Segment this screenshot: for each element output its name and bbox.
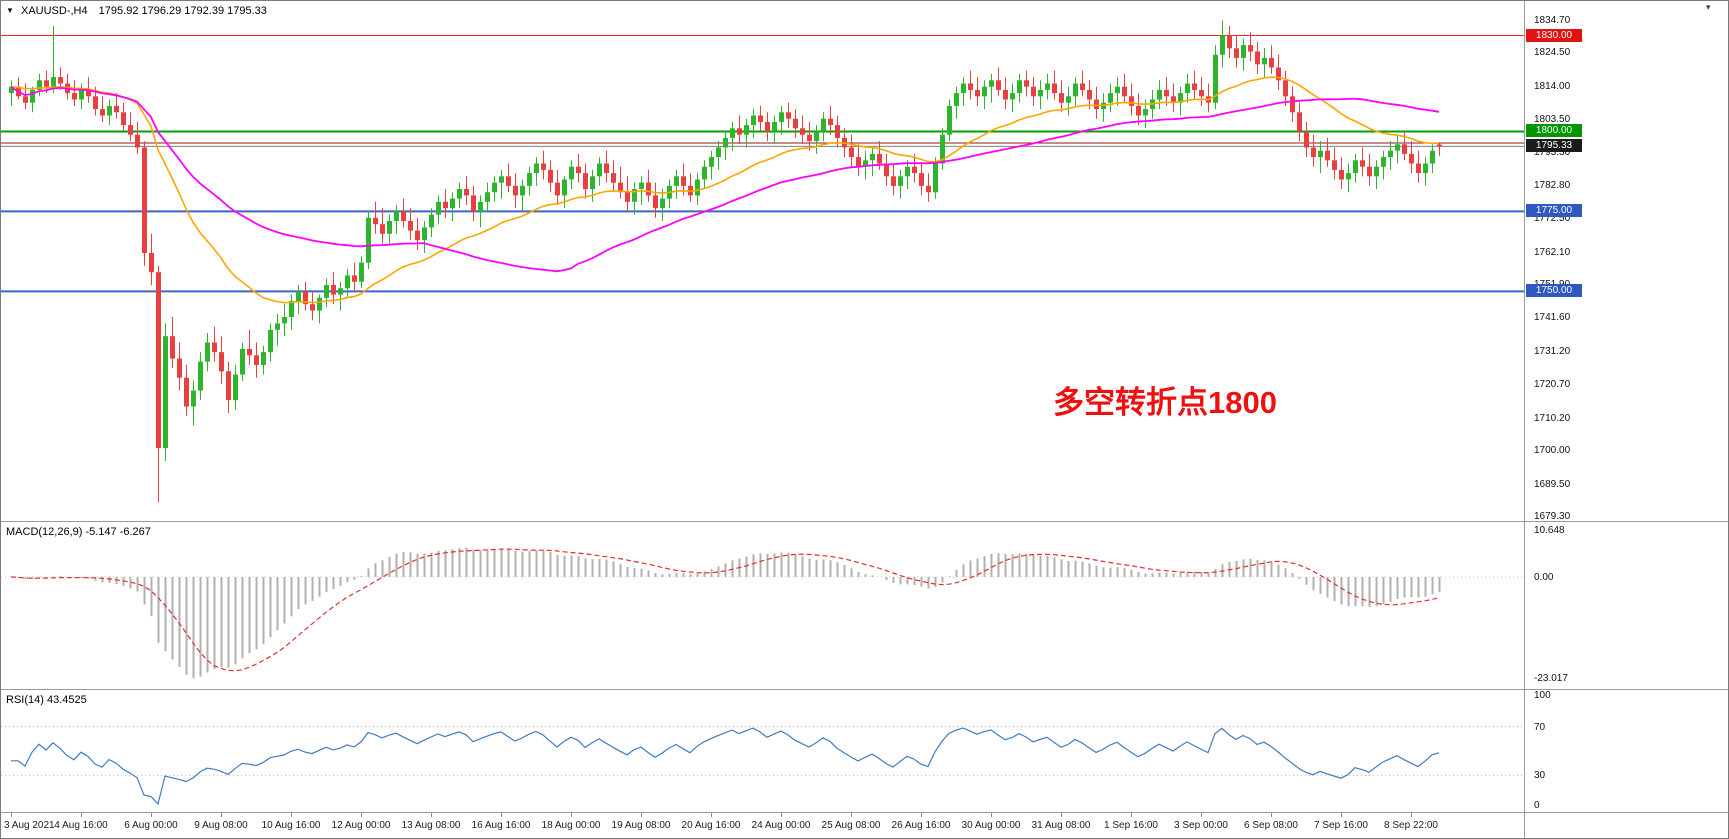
rsi-tick-label: 100 xyxy=(1534,690,1551,701)
price-tick-label: 1824.50 xyxy=(1534,47,1571,58)
price-tick-label: 1762.10 xyxy=(1534,247,1571,258)
rsi-tick-label: 0 xyxy=(1534,800,1540,811)
time-axis-label: 12 Aug 00:00 xyxy=(331,820,391,831)
time-axis-label: 9 Aug 08:00 xyxy=(194,820,248,831)
rsi-tick-label: 70 xyxy=(1534,722,1546,733)
symbol-timeframe-label: XAUUSD-,H4 xyxy=(20,5,88,17)
time-tick xyxy=(11,813,12,817)
time-axis-label: 19 Aug 08:00 xyxy=(611,820,671,831)
price-line-badge: 1800.00 xyxy=(1526,124,1582,137)
time-axis-label: 25 Aug 08:00 xyxy=(821,820,881,831)
price-tick-label: 1700.00 xyxy=(1534,445,1571,456)
time-axis-label: 4 Aug 16:00 xyxy=(54,820,108,831)
macd-tick-label: -23.017 xyxy=(1534,673,1568,684)
macd-tick-label: 10.648 xyxy=(1534,525,1565,536)
macd-panel[interactable]: 10.648 0.00 -23.017 MACD(12,26,9) -5.147 -… xyxy=(1,522,1728,690)
time-tick xyxy=(431,813,432,817)
price-tick-label: 1689.50 xyxy=(1534,479,1571,490)
main-price-axis[interactable]: 1834.70 1824.50 1814.00 1803.50 1793.30 1782.… xyxy=(1524,1,1728,522)
chart-annotation-text[interactable]: 多空转折点1800 xyxy=(1053,385,1277,420)
main-chart-plot[interactable] xyxy=(1,1,1524,521)
rsi-plot[interactable] xyxy=(1,690,1524,812)
time-axis-label: 16 Aug 16:00 xyxy=(471,820,531,831)
time-tick xyxy=(151,813,152,817)
time-axis-label: 26 Aug 16:00 xyxy=(891,820,951,831)
rsi-value-axis[interactable]: 100 70 30 0 xyxy=(1524,690,1728,812)
price-tick-label: 1814.00 xyxy=(1534,81,1571,92)
time-tick xyxy=(1341,813,1342,817)
price-tick-label: 1772.50 xyxy=(1534,213,1571,224)
current-price-badge: 1795.33 xyxy=(1526,139,1582,152)
macd-value-axis[interactable]: 10.648 0.00 -23.017 xyxy=(1524,522,1728,689)
time-axis-label: 3 Sep 00:00 xyxy=(1174,820,1228,831)
time-tick xyxy=(641,813,642,817)
time-axis-label: 20 Aug 16:00 xyxy=(681,820,741,831)
time-axis-corner xyxy=(1524,813,1728,838)
main-chart-panel[interactable]: 1834.70 1824.50 1814.00 1803.50 1793.30 1782.… xyxy=(1,1,1728,522)
price-tick-label: 1834.70 xyxy=(1534,15,1571,26)
time-tick xyxy=(991,813,992,817)
time-axis-label: 1 Sep 16:00 xyxy=(1104,820,1158,831)
macd-tick-label: 0.00 xyxy=(1534,572,1554,583)
time-tick xyxy=(571,813,572,817)
time-tick xyxy=(221,813,222,817)
time-tick xyxy=(291,813,292,817)
symbol-marker-icon: ▼ xyxy=(6,6,14,15)
time-tick xyxy=(1201,813,1202,817)
time-axis-label: 6 Aug 00:00 xyxy=(124,820,178,831)
price-tick-label: 1720.70 xyxy=(1534,379,1571,390)
time-tick xyxy=(1061,813,1062,817)
time-axis[interactable]: 3 Aug 2021 4 Aug 16:00 6 Aug 00:00 9 Aug 08… xyxy=(1,813,1728,838)
rsi-label: RSI(14) 43.4525 xyxy=(6,694,87,706)
price-tick-label: 1731.20 xyxy=(1534,346,1571,357)
macd-histogram xyxy=(17,547,1441,679)
rsi-panel[interactable]: 100 70 30 0 RSI(14) 43.4525 xyxy=(1,690,1728,813)
ohlc-readout: 1795.92 1796.29 1792.39 1795.33 xyxy=(98,5,267,17)
time-axis-label: 24 Aug 00:00 xyxy=(751,820,811,831)
price-line-badge: 1775.00 xyxy=(1526,204,1582,217)
chart-shift-marker-icon: ▾ xyxy=(1706,2,1711,12)
price-line-badge: 1830.00 xyxy=(1526,29,1582,42)
time-tick xyxy=(361,813,362,817)
time-axis-label: 10 Aug 16:00 xyxy=(261,820,321,831)
time-tick xyxy=(851,813,852,817)
horizontal-lines xyxy=(1,35,1524,293)
rsi-line xyxy=(11,727,1440,806)
time-axis-label: 7 Sep 16:00 xyxy=(1314,820,1368,831)
price-line-badge: 1750.00 xyxy=(1526,284,1582,297)
time-tick xyxy=(781,813,782,817)
price-tick-label: 1710.20 xyxy=(1534,413,1571,424)
time-tick xyxy=(81,813,82,817)
time-tick xyxy=(711,813,712,817)
time-tick xyxy=(1271,813,1272,817)
price-tick-label: 1803.50 xyxy=(1534,114,1571,125)
price-tick-label: 1793.30 xyxy=(1534,147,1571,158)
time-tick xyxy=(1131,813,1132,817)
price-tick-label: 1741.60 xyxy=(1534,312,1571,323)
chart-title: ▼ XAUUSD-,H4 1795.92 1796.29 1792.39 179… xyxy=(6,5,267,17)
macd-label: MACD(12,26,9) -5.147 -6.267 xyxy=(6,526,151,538)
ma-fast-line xyxy=(10,76,1440,304)
ma-slow-line xyxy=(10,85,1440,273)
time-tick xyxy=(501,813,502,817)
time-tick xyxy=(1411,813,1412,817)
time-axis-label: 3 Aug 2021 xyxy=(4,820,55,831)
macd-signal-line xyxy=(10,548,1440,672)
time-axis-label: 13 Aug 08:00 xyxy=(401,820,461,831)
price-tick-label: 1782.80 xyxy=(1534,180,1571,191)
time-axis-label: 31 Aug 08:00 xyxy=(1031,820,1091,831)
macd-plot[interactable] xyxy=(1,522,1524,689)
time-axis-label: 6 Sep 08:00 xyxy=(1244,820,1298,831)
price-tick-label: 1679.30 xyxy=(1534,511,1571,522)
time-tick xyxy=(921,813,922,817)
candles xyxy=(9,20,1442,503)
rsi-tick-label: 30 xyxy=(1534,770,1546,781)
time-axis-label: 30 Aug 00:00 xyxy=(961,820,1021,831)
time-axis-label: 8 Sep 22:00 xyxy=(1384,820,1438,831)
time-axis-label: 18 Aug 00:00 xyxy=(541,820,601,831)
